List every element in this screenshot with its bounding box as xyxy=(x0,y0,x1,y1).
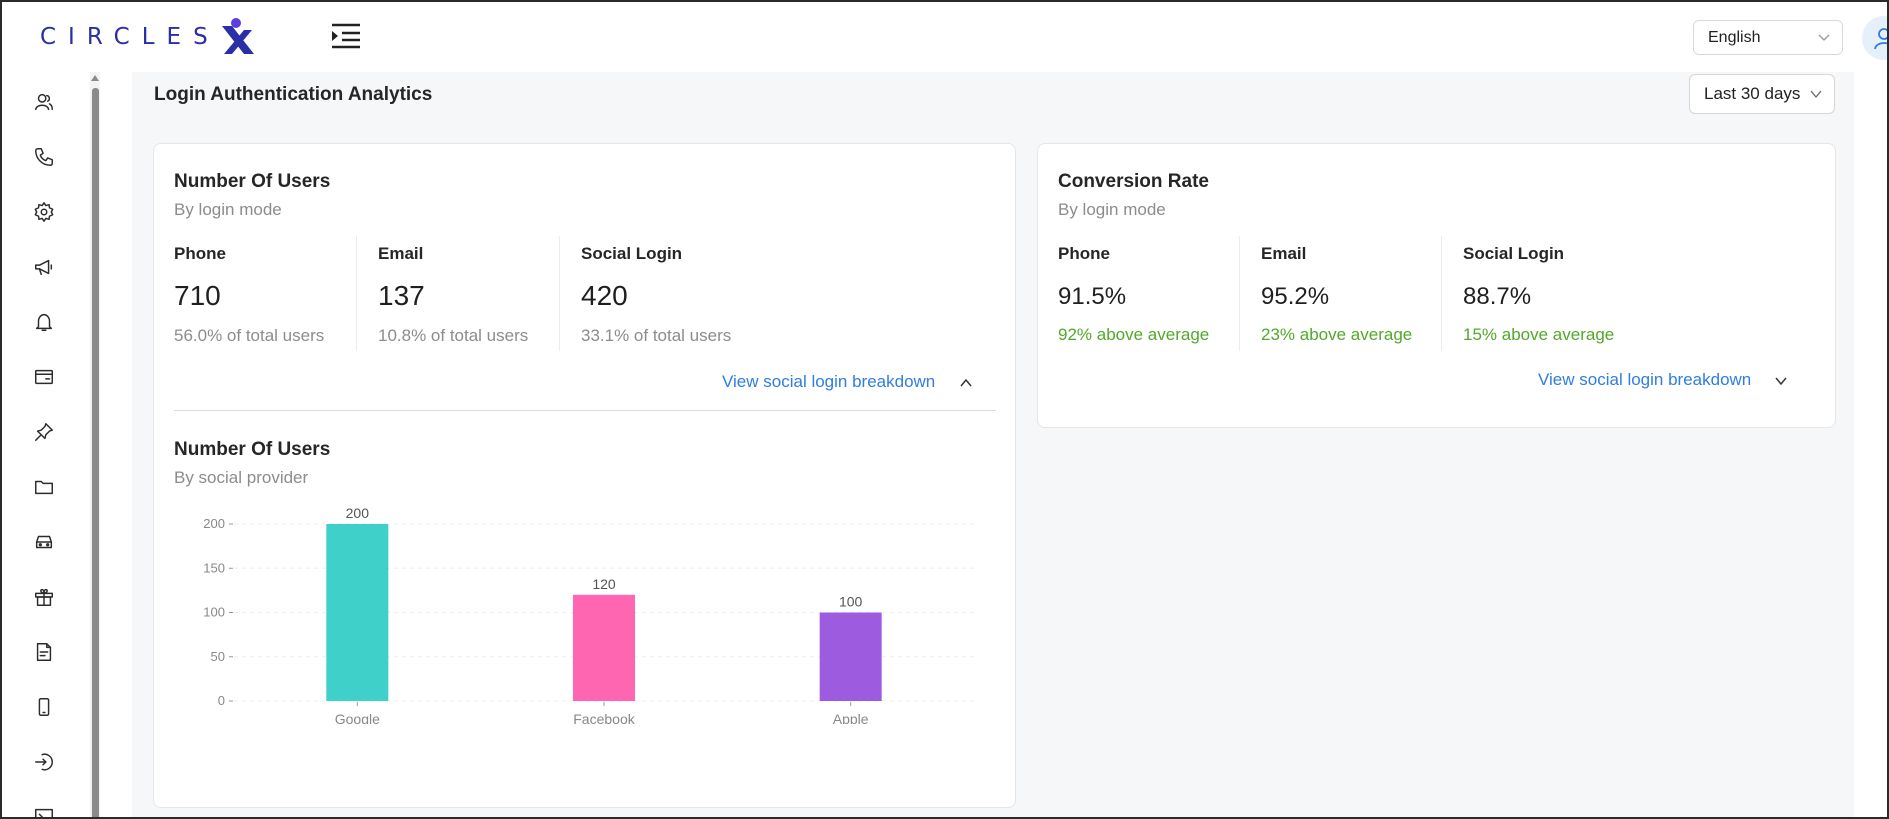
bar-value-label: 120 xyxy=(592,576,616,592)
user-avatar-icon[interactable] xyxy=(1862,16,1887,60)
stat-value: 91.5% xyxy=(1058,283,1127,310)
stat-email: Email 137 10.8% of total users xyxy=(356,236,559,351)
gift-icon[interactable] xyxy=(30,583,58,611)
language-select[interactable]: English xyxy=(1693,20,1843,55)
stat-value: 88.7% xyxy=(1463,283,1532,310)
top-bar: CIRCLES English xyxy=(2,2,1887,72)
bar-apple[interactable] xyxy=(819,612,882,702)
megaphone-icon[interactable] xyxy=(30,253,58,281)
x-tick-label: Facebook xyxy=(573,711,635,724)
chart-title: Number Of Users xyxy=(174,439,331,460)
bar-value-label: 200 xyxy=(346,505,370,521)
y-tick-label: 50 xyxy=(211,649,225,664)
x-tick-label: Google xyxy=(335,711,380,724)
number-of-users-card: Number Of Users By login mode Phone 710 … xyxy=(153,143,1016,808)
stat-email: Email 95.2% 23% above average xyxy=(1239,236,1441,351)
sidebar xyxy=(2,72,92,817)
y-tick-label: 0 xyxy=(218,693,225,708)
view-social-breakdown-link[interactable]: View social login breakdown xyxy=(722,372,936,391)
stat-label: Phone xyxy=(174,244,226,263)
terminal-icon[interactable] xyxy=(30,803,58,817)
stat-note: 10.8% of total users xyxy=(378,326,529,345)
stat-note: 56.0% of total users xyxy=(174,326,325,345)
language-value: English xyxy=(1708,28,1761,46)
chevron-down-icon[interactable] xyxy=(1774,374,1788,388)
scroll-up-arrow[interactable] xyxy=(91,75,99,81)
document-icon[interactable] xyxy=(30,638,58,666)
users-icon[interactable] xyxy=(30,88,58,116)
card-subtitle: By login mode xyxy=(1058,200,1166,219)
page-title: Login Authentication Analytics xyxy=(154,84,433,105)
card-title: Number Of Users xyxy=(174,171,331,192)
date-range-value: Last 30 days xyxy=(1704,84,1801,103)
main-content: Login Authentication Analytics Last 30 d… xyxy=(132,72,1854,817)
y-tick-label: 200 xyxy=(203,516,225,531)
bar-google[interactable] xyxy=(326,524,389,701)
conversion-rate-card: Conversion Rate By login mode Phone 91.5… xyxy=(1037,143,1836,428)
stat-label: Email xyxy=(1261,244,1307,263)
chevron-up-icon[interactable] xyxy=(959,376,973,390)
stat-value: 137 xyxy=(378,280,425,311)
bell-icon[interactable] xyxy=(30,308,58,336)
stat-social-login: Social Login 88.7% 15% above average xyxy=(1441,236,1661,351)
stat-social-login: Social Login 420 33.1% of total users xyxy=(559,236,779,351)
stat-value: 420 xyxy=(581,280,628,311)
bar-facebook[interactable] xyxy=(573,594,635,701)
logo[interactable]: CIRCLES xyxy=(40,16,260,58)
menu-toggle-icon[interactable] xyxy=(330,22,362,50)
stat-note: 92% above average xyxy=(1058,325,1210,344)
social-provider-bar-chart: 0 50 100 150 200 200 Google 120 Facebook 100 Apple xyxy=(203,505,974,724)
logo-x-icon xyxy=(221,18,254,54)
card-subtitle: By login mode xyxy=(174,200,282,219)
stat-phone: Phone 91.5% 92% above average xyxy=(1058,236,1243,351)
scrollbar-thumb[interactable] xyxy=(92,88,99,817)
car-icon[interactable] xyxy=(30,528,58,556)
x-tick-label: Apple xyxy=(833,711,869,724)
view-social-breakdown-link[interactable]: View social login breakdown xyxy=(1538,370,1752,389)
stat-note: 15% above average xyxy=(1463,325,1615,344)
mobile-icon[interactable] xyxy=(30,693,58,721)
gear-icon[interactable] xyxy=(30,198,58,226)
bar-value-label: 100 xyxy=(839,594,863,610)
y-tick-label: 100 xyxy=(203,605,225,620)
stat-phone: Phone 710 56.0% of total users xyxy=(174,236,359,351)
card-title: Conversion Rate xyxy=(1058,171,1209,192)
pin-icon[interactable] xyxy=(30,418,58,446)
phone-icon[interactable] xyxy=(30,143,58,171)
y-tick-label: 150 xyxy=(203,560,225,575)
folder-icon[interactable] xyxy=(30,473,58,501)
divider xyxy=(174,410,996,411)
chevron-down-icon xyxy=(1810,90,1822,99)
card-icon[interactable] xyxy=(30,363,58,391)
chart-subtitle: By social provider xyxy=(174,468,309,487)
stat-note: 33.1% of total users xyxy=(581,326,732,345)
stat-label: Phone xyxy=(1058,244,1110,263)
date-range-select[interactable]: Last 30 days xyxy=(1689,74,1835,114)
stat-label: Social Login xyxy=(1463,244,1565,263)
stat-value: 710 xyxy=(174,280,221,311)
stat-value: 95.2% xyxy=(1261,283,1330,310)
login-icon[interactable] xyxy=(30,748,58,776)
stat-label: Email xyxy=(378,244,424,263)
stat-note: 23% above average xyxy=(1261,325,1413,344)
stat-label: Social Login xyxy=(581,244,683,263)
logo-text: CIRCLES xyxy=(40,24,220,50)
chevron-down-icon xyxy=(1818,34,1830,41)
